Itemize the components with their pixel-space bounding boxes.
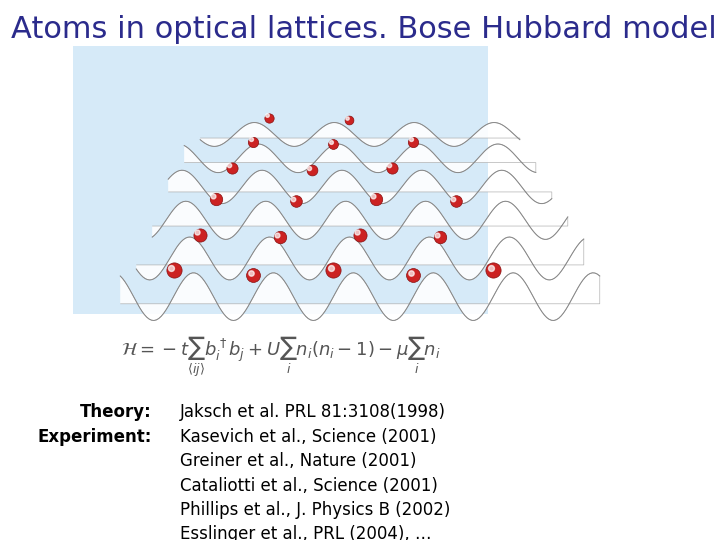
Text: Phillips et al., J. Physics B (2002): Phillips et al., J. Physics B (2002): [179, 501, 450, 519]
Point: [354, 230, 366, 239]
Point: [405, 268, 416, 277]
Point: [485, 264, 496, 272]
Text: Jaksch et al. PRL 81:3108(1998): Jaksch et al. PRL 81:3108(1998): [179, 403, 446, 421]
Point: [194, 230, 206, 239]
Point: [208, 192, 220, 201]
PathPatch shape: [168, 170, 552, 204]
Text: Cataliotti et al., Science (2001): Cataliotti et al., Science (2001): [179, 477, 438, 495]
Point: [226, 164, 238, 172]
PathPatch shape: [184, 144, 536, 173]
Point: [384, 161, 395, 170]
Point: [210, 194, 222, 203]
Point: [245, 268, 256, 277]
Text: Experiment:: Experiment:: [37, 428, 151, 446]
Point: [264, 113, 275, 122]
PathPatch shape: [152, 201, 568, 239]
PathPatch shape: [200, 123, 520, 146]
Point: [450, 197, 462, 206]
Point: [274, 233, 286, 241]
Point: [351, 228, 363, 237]
Text: Esslinger et al., PRL (2004), …: Esslinger et al., PRL (2004), …: [179, 525, 431, 540]
Text: Atoms in optical lattices. Bose Hubbard model: Atoms in optical lattices. Bose Hubbard …: [12, 15, 717, 44]
Point: [408, 137, 419, 146]
Point: [261, 111, 272, 120]
Point: [192, 228, 203, 237]
Point: [271, 230, 283, 239]
Point: [306, 166, 318, 174]
Point: [386, 164, 397, 172]
FancyBboxPatch shape: [73, 45, 488, 314]
Point: [245, 135, 256, 144]
PathPatch shape: [136, 237, 584, 280]
Point: [343, 116, 355, 124]
Text: Greiner et al., Nature (2001): Greiner et al., Nature (2001): [179, 453, 416, 470]
Point: [325, 137, 336, 146]
Point: [370, 194, 382, 203]
Point: [487, 266, 499, 275]
Point: [304, 164, 315, 172]
Point: [168, 266, 179, 275]
Text: Theory:: Theory:: [80, 403, 151, 421]
Point: [448, 194, 459, 203]
Text: Kasevich et al., Science (2001): Kasevich et al., Science (2001): [179, 428, 436, 446]
Point: [368, 192, 379, 201]
Point: [248, 271, 259, 280]
Point: [165, 264, 176, 272]
Point: [328, 140, 339, 149]
Point: [405, 135, 416, 144]
Point: [434, 233, 446, 241]
Point: [341, 113, 353, 122]
Point: [431, 230, 443, 239]
PathPatch shape: [120, 273, 600, 320]
Point: [408, 271, 419, 280]
Text: $\mathcal{H} = -t\sum_{\langle ij\rangle} b_i^\dagger b_j + U\sum_i n_i(n_i - 1): $\mathcal{H} = -t\sum_{\langle ij\rangle…: [121, 334, 441, 379]
Point: [328, 266, 339, 275]
Point: [248, 137, 259, 146]
Point: [325, 264, 336, 272]
Point: [288, 194, 300, 203]
Point: [224, 161, 235, 170]
Point: [290, 197, 302, 206]
